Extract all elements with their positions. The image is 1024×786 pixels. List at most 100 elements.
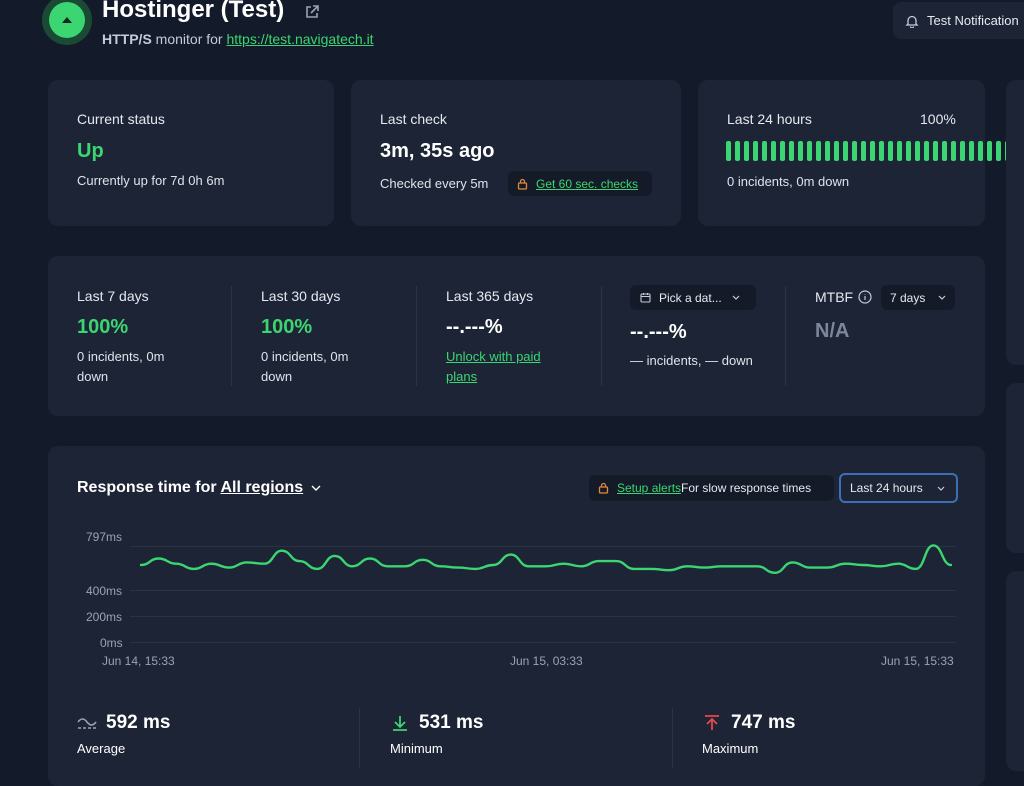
x-tick: Jun 15, 15:33	[881, 654, 954, 668]
uptime-bar[interactable]	[761, 141, 768, 161]
uptime-bar[interactable]	[752, 141, 759, 161]
last-30-days-label: Last 30 days	[261, 288, 341, 304]
uptime-bar[interactable]	[887, 141, 894, 161]
setup-alerts-pill: Setup alerts For slow response times	[589, 475, 834, 501]
uptime-bar[interactable]	[959, 141, 965, 161]
uptime-stats-card: Last 7 days 100% 0 incidents, 0m down La…	[48, 256, 985, 416]
lock-icon	[517, 178, 528, 190]
arrow-up-icon	[705, 715, 719, 730]
y-tick: 200ms	[86, 610, 123, 624]
uptime-bar[interactable]	[932, 141, 939, 161]
chevron-down-icon	[311, 485, 321, 491]
chevron-down-icon	[732, 295, 740, 300]
side-card-2	[1006, 383, 1024, 553]
average-value: 592 ms	[106, 712, 171, 733]
y-tick: 797ms	[86, 530, 123, 544]
uptime-bar[interactable]	[860, 141, 867, 161]
test-notification-label: Test Notification	[927, 13, 1019, 28]
uptime-bar[interactable]	[968, 141, 974, 161]
uptime-bar[interactable]	[869, 141, 876, 161]
chevron-down-icon	[937, 486, 945, 491]
chevron-down-icon	[938, 295, 946, 300]
divider	[231, 286, 232, 386]
region-selector[interactable]: All regions	[220, 479, 304, 496]
monitor-type: HTTP/S	[102, 31, 152, 47]
uptime-bar[interactable]	[797, 141, 804, 161]
uptime-bar[interactable]	[824, 141, 831, 161]
uptime-bar[interactable]	[923, 141, 930, 161]
uptime-bar[interactable]	[878, 141, 885, 161]
time-range-label: Last 24 hours	[850, 481, 923, 495]
monitor-url-link[interactable]: https://test.navigatech.it	[226, 31, 374, 47]
get-60-sec-checks-link[interactable]: Get 60 sec. checks	[536, 176, 639, 191]
last-check-card: Last check 3m, 35s ago Checked every 5m …	[351, 80, 681, 226]
status-indicator	[42, 0, 92, 45]
gridline	[130, 590, 956, 591]
uptime-bar[interactable]	[941, 141, 948, 161]
uptime-bar[interactable]	[950, 141, 956, 161]
last-365-days-label: Last 365 days	[446, 288, 534, 304]
custom-range-detail: — incidents, — down	[630, 353, 753, 368]
minimum-value: 531 ms	[419, 712, 484, 733]
mtbf-period-label: 7 days	[890, 290, 926, 305]
external-link-icon[interactable]	[303, 3, 321, 21]
uptime-bar[interactable]	[743, 141, 750, 161]
current-status-detail: Currently up for 7d 0h 6m	[77, 173, 225, 188]
uptime-bar[interactable]	[806, 141, 813, 161]
minimum-label: Minimum	[390, 741, 443, 756]
up-arrow-icon	[62, 17, 72, 23]
current-status-value: Up	[77, 140, 104, 162]
last-7-days-detail-2: down	[77, 369, 109, 384]
subtitle-text: monitor for	[151, 31, 227, 47]
uptime-bar[interactable]	[986, 141, 992, 161]
upgrade-checks-pill[interactable]: Get 60 sec. checks	[508, 171, 652, 196]
setup-alerts-link[interactable]: Setup alerts	[617, 481, 682, 495]
last-24h-label: Last 24 hours	[727, 111, 812, 127]
uptime-bar[interactable]	[842, 141, 849, 161]
uptime-bar[interactable]	[779, 141, 786, 161]
uptime-bar[interactable]	[851, 141, 858, 161]
uptime-bar[interactable]	[788, 141, 795, 161]
time-range-select[interactable]: Last 24 hours	[839, 473, 958, 503]
calendar-icon	[640, 293, 651, 303]
uptime-bar[interactable]	[905, 141, 912, 161]
uptime-bar[interactable]	[726, 141, 732, 161]
last-check-value: 3m, 35s ago	[380, 140, 495, 162]
arrow-down-icon	[393, 716, 407, 731]
last-7-days-value: 100%	[77, 316, 129, 338]
uptime-bar[interactable]	[914, 141, 921, 161]
bell-icon	[905, 15, 919, 28]
x-tick: Jun 15, 03:33	[510, 654, 583, 668]
last-30-days-value: 100%	[261, 316, 313, 338]
current-status-card: Current status Up Currently up for 7d 0h…	[48, 80, 334, 226]
current-status-label: Current status	[77, 111, 165, 127]
uptime-bar[interactable]	[770, 141, 777, 161]
mtbf-value: N/A	[815, 320, 850, 342]
last-check-label: Last check	[380, 111, 447, 127]
custom-range-value: --.---%	[630, 321, 687, 343]
uptime-bar[interactable]	[896, 141, 903, 161]
maximum-value: 747 ms	[731, 712, 796, 733]
y-tick: 0ms	[100, 636, 123, 650]
uptime-bar[interactable]	[734, 141, 741, 161]
monitor-subtitle: HTTP/S monitor for https://test.navigate…	[102, 31, 374, 47]
date-picker[interactable]: Pick a dat...	[630, 285, 756, 310]
uptime-bar[interactable]	[995, 141, 1001, 161]
average-label: Average	[77, 741, 126, 756]
response-time-chart	[139, 544, 953, 574]
mtbf-period-select[interactable]: 7 days	[881, 285, 955, 310]
uptime-bar[interactable]	[815, 141, 822, 161]
last-30-days-detail-2: down	[261, 369, 293, 384]
last-7-days-label: Last 7 days	[77, 288, 149, 304]
uptime-bar[interactable]	[833, 141, 840, 161]
x-tick: Jun 14, 15:33	[102, 654, 175, 668]
last-7-days-detail: 0 incidents, 0m	[77, 349, 165, 364]
last-24h-percent: 100%	[920, 111, 956, 127]
uptime-bar[interactable]	[977, 141, 983, 161]
gridline	[130, 546, 956, 547]
unlock-paid-plans-link-2[interactable]: plans	[446, 369, 478, 384]
unlock-paid-plans-link[interactable]: Unlock with paid	[446, 349, 541, 364]
test-notification-button[interactable]: Test Notification	[893, 2, 1024, 39]
info-icon[interactable]	[858, 290, 872, 304]
y-tick: 400ms	[86, 584, 123, 598]
